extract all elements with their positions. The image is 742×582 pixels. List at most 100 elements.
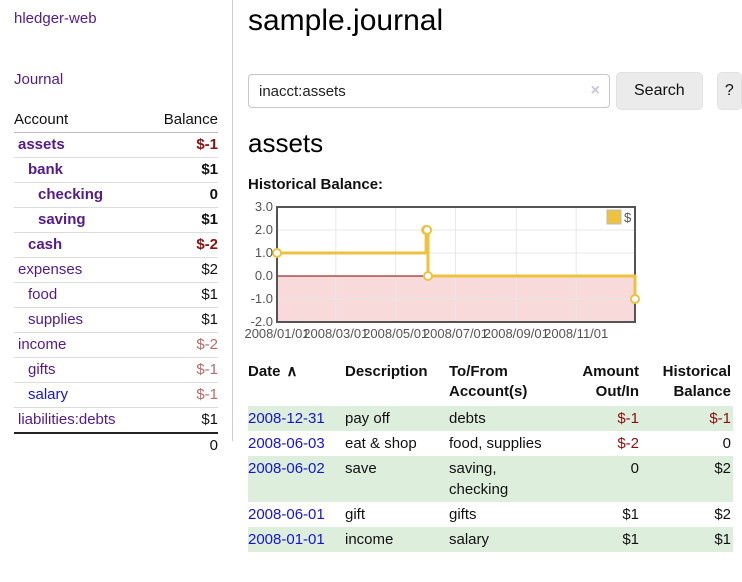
account-row: bank $1 xyxy=(14,157,218,183)
transaction-row: 2008-01-01 income salary $1 $1 xyxy=(248,527,733,552)
svg-text:2.0: 2.0 xyxy=(255,222,273,237)
account-row: liabilities:debts $1 xyxy=(14,407,218,434)
sidebar-account-cash[interactable]: cash xyxy=(28,236,63,253)
svg-text:2008/05/01: 2008/05/01 xyxy=(363,326,428,341)
register-col-header-date[interactable]: Date ∧ xyxy=(248,363,298,380)
historical-balance-chart: $3.0 2.0 1.0 0.0 -1.0 -2.0 2008/01/01 2008/03/0… xyxy=(244,199,648,346)
accounts-col-header: Account xyxy=(14,108,147,133)
account-balance: $1 xyxy=(146,407,218,434)
transaction-accounts: saving, checking xyxy=(449,456,559,502)
account-heading: assets xyxy=(248,128,324,158)
account-row: supplies $1 xyxy=(14,307,218,333)
transaction-amount: $1 xyxy=(559,527,641,552)
svg-text:-1.0: -1.0 xyxy=(251,291,273,306)
chart-title: Historical Balance: xyxy=(248,176,384,193)
sidebar-item-journal[interactable]: Journal xyxy=(14,71,64,88)
transaction-row: 2008-06-02 save saving, checking 0 $2 xyxy=(248,456,733,502)
register-col-header-historical: Historical Balance xyxy=(662,363,731,400)
sidebar-account-assets[interactable]: assets xyxy=(18,136,65,153)
register-col-header-to-from: To/From Account(s) xyxy=(449,363,528,400)
sidebar-account-saving[interactable]: saving xyxy=(38,211,86,228)
balance-col-header: Balance xyxy=(146,108,218,133)
account-balance: $1 xyxy=(146,282,218,308)
transaction-balance: $2 xyxy=(641,456,733,502)
search-bar: × Search ? xyxy=(248,72,742,110)
transaction-amount: $1 xyxy=(622,506,639,523)
svg-text:2008/01/01: 2008/01/01 xyxy=(244,326,309,341)
transaction-accounts: debts xyxy=(449,406,559,431)
transaction-date-link[interactable]: 2008-06-03 xyxy=(248,435,325,452)
account-balance: $1 xyxy=(146,207,218,233)
account-balance: $-1 xyxy=(146,357,218,383)
account-balance: $-1 xyxy=(146,382,218,408)
page-title: sample.journal xyxy=(248,4,444,37)
sidebar-account-bank[interactable]: bank xyxy=(28,161,64,178)
sidebar-account-gifts[interactable]: gifts xyxy=(28,361,56,378)
sidebar-account-expenses[interactable]: expenses xyxy=(18,261,83,278)
accounts-total-row: 0 xyxy=(14,432,218,458)
account-row: expenses $2 xyxy=(14,257,218,283)
svg-text:2008/03/01: 2008/03/01 xyxy=(303,326,368,341)
sort-asc-icon[interactable]: ∧ xyxy=(286,363,298,380)
transaction-row: 2008-06-01 gift gifts $1 $2 xyxy=(248,502,733,527)
transaction-amount: $-2 xyxy=(617,435,639,452)
sidebar-account-supplies[interactable]: supplies xyxy=(28,311,84,328)
account-row: assets $-1 xyxy=(14,132,218,158)
account-balance: $2 xyxy=(146,257,218,283)
register-col-header-description: Description xyxy=(345,363,428,380)
transaction-amount: $-1 xyxy=(559,406,641,431)
sidebar-account-salary[interactable]: salary xyxy=(28,386,69,403)
account-balance: $-2 xyxy=(146,232,218,258)
account-balance: $-1 xyxy=(146,132,218,158)
transaction-balance: $1 xyxy=(641,527,733,552)
transaction-balance: $-1 xyxy=(641,406,733,431)
svg-text:1.0: 1.0 xyxy=(255,245,273,260)
transaction-accounts: gifts xyxy=(449,506,477,523)
transaction-description: eat & shop xyxy=(345,435,417,452)
sidebar-account-food[interactable]: food xyxy=(28,286,58,303)
accounts-table: Account Balance assets $-1 bank $1 checking 0… xyxy=(14,108,218,458)
transaction-date-link[interactable]: 2008-12-31 xyxy=(248,410,325,427)
svg-text:2008/07/01: 2008/07/01 xyxy=(423,326,488,341)
search-input[interactable] xyxy=(248,74,610,108)
transaction-description: income xyxy=(345,527,449,552)
accounts-total-value: 0 xyxy=(146,432,218,458)
account-row: food $1 xyxy=(14,282,218,308)
transaction-accounts: salary xyxy=(449,527,559,552)
transaction-description: pay off xyxy=(345,406,449,431)
transaction-date-link[interactable]: 2008-01-01 xyxy=(248,531,325,548)
transaction-date-link[interactable]: 2008-06-01 xyxy=(248,506,325,523)
svg-text:3.0: 3.0 xyxy=(255,199,273,214)
sidebar: hledger-web Journal Account Balance asse… xyxy=(0,0,233,458)
transaction-description: gift xyxy=(345,506,366,523)
account-row: salary $-1 xyxy=(14,382,218,408)
transaction-accounts: food, supplies xyxy=(449,435,542,452)
account-balance: $1 xyxy=(146,157,218,183)
register-table: Date ∧ Description To/From Account(s) Amount O… xyxy=(248,360,733,552)
clear-search-icon[interactable]: × xyxy=(590,82,600,99)
sidebar-account-income[interactable]: income xyxy=(18,336,67,353)
brand-link[interactable]: hledger-web xyxy=(14,10,97,27)
account-row: checking 0 xyxy=(14,182,218,208)
svg-text:2008/11/01: 2008/11/01 xyxy=(544,326,608,341)
account-balance: $-2 xyxy=(146,332,218,358)
svg-text:0.0: 0.0 xyxy=(255,268,273,283)
account-row: saving $1 xyxy=(14,207,218,233)
transaction-date-link[interactable]: 2008-06-02 xyxy=(248,460,325,477)
transaction-balance: $2 xyxy=(714,506,731,523)
search-button[interactable]: Search xyxy=(616,72,703,110)
help-button[interactable]: ? xyxy=(716,72,742,110)
transaction-row: 2008-12-31 pay off debts $-1 $-1 xyxy=(248,406,733,431)
sidebar-account-liabilities-debts[interactable]: liabilities:debts xyxy=(18,411,116,428)
transaction-amount: 0 xyxy=(559,456,641,502)
account-row: cash $-2 xyxy=(14,232,218,258)
account-row: gifts $-1 xyxy=(14,357,218,383)
account-balance: 0 xyxy=(146,182,218,208)
main-content: sample.journal × Search ? assets Histori… xyxy=(244,0,742,552)
transaction-row: 2008-06-03 eat & shop food, supplies $-2 0 xyxy=(248,431,733,456)
account-balance: $1 xyxy=(146,307,218,333)
sidebar-account-checking[interactable]: checking xyxy=(38,186,104,203)
transaction-description: save xyxy=(345,456,449,502)
transaction-balance: 0 xyxy=(722,435,731,452)
